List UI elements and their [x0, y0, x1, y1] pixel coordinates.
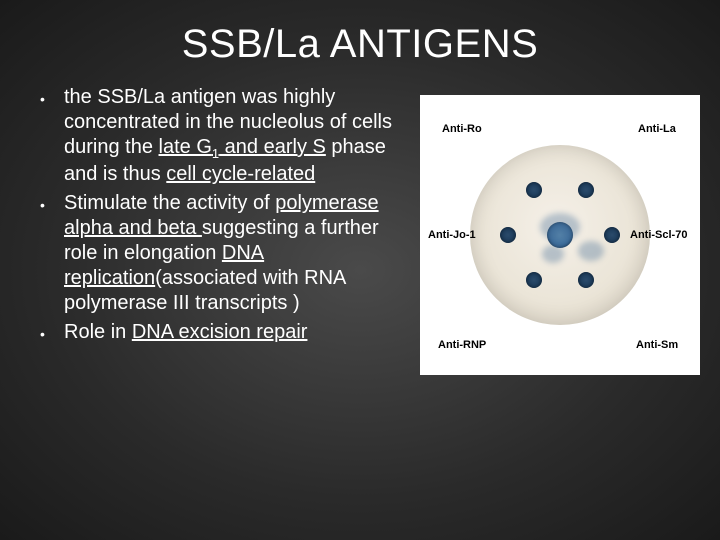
assay-label: Anti-La: [638, 123, 676, 135]
outer-well: [578, 182, 594, 198]
precipitin-arc: [542, 245, 564, 263]
precipitin-arc: [540, 213, 580, 241]
outer-well: [526, 182, 542, 198]
bullet-text: Stimulate the activity of polymerase alp…: [64, 191, 410, 316]
slide-title: SSB/La ANTIGENS: [0, 0, 720, 85]
bullet-item: •Stimulate the activity of polymerase al…: [40, 191, 410, 316]
bullet-item: •the SSB/La antigen was highly concentra…: [40, 85, 410, 187]
bullet-marker: •: [40, 191, 64, 316]
outer-well: [578, 272, 594, 288]
bullet-marker: •: [40, 85, 64, 187]
outer-well: [500, 227, 516, 243]
outer-well: [526, 272, 542, 288]
bullet-text: the SSB/La antigen was highly concentrat…: [64, 85, 410, 187]
assay-image: Anti-Ro Anti-La Anti-Jo-1 Anti-Scl-70 Anti-R…: [420, 95, 700, 375]
precipitin-arc: [578, 241, 604, 261]
bullet-item: •Role in DNA excision repair: [40, 320, 410, 345]
assay-label: Anti-Scl-70: [630, 229, 687, 241]
assay-label: Anti-Jo-1: [428, 229, 476, 241]
assay-label: Anti-RNP: [438, 339, 486, 351]
bullet-text: Role in DNA excision repair: [64, 320, 410, 345]
bullet-list: •the SSB/La antigen was highly concentra…: [40, 85, 420, 375]
bullet-marker: •: [40, 320, 64, 345]
assay-label: Anti-Ro: [442, 123, 482, 135]
outer-well: [604, 227, 620, 243]
assay-label: Anti-Sm: [636, 339, 678, 351]
content-row: •the SSB/La antigen was highly concentra…: [0, 85, 720, 375]
plate-circle: [470, 145, 650, 325]
